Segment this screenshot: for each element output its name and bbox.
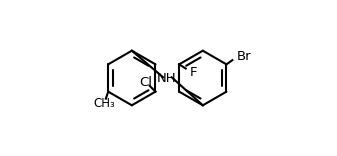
Text: F: F (190, 66, 197, 79)
Text: Br: Br (237, 50, 252, 63)
Text: Cl: Cl (140, 76, 153, 89)
Text: NH: NH (157, 71, 177, 85)
Text: CH₃: CH₃ (93, 97, 115, 110)
